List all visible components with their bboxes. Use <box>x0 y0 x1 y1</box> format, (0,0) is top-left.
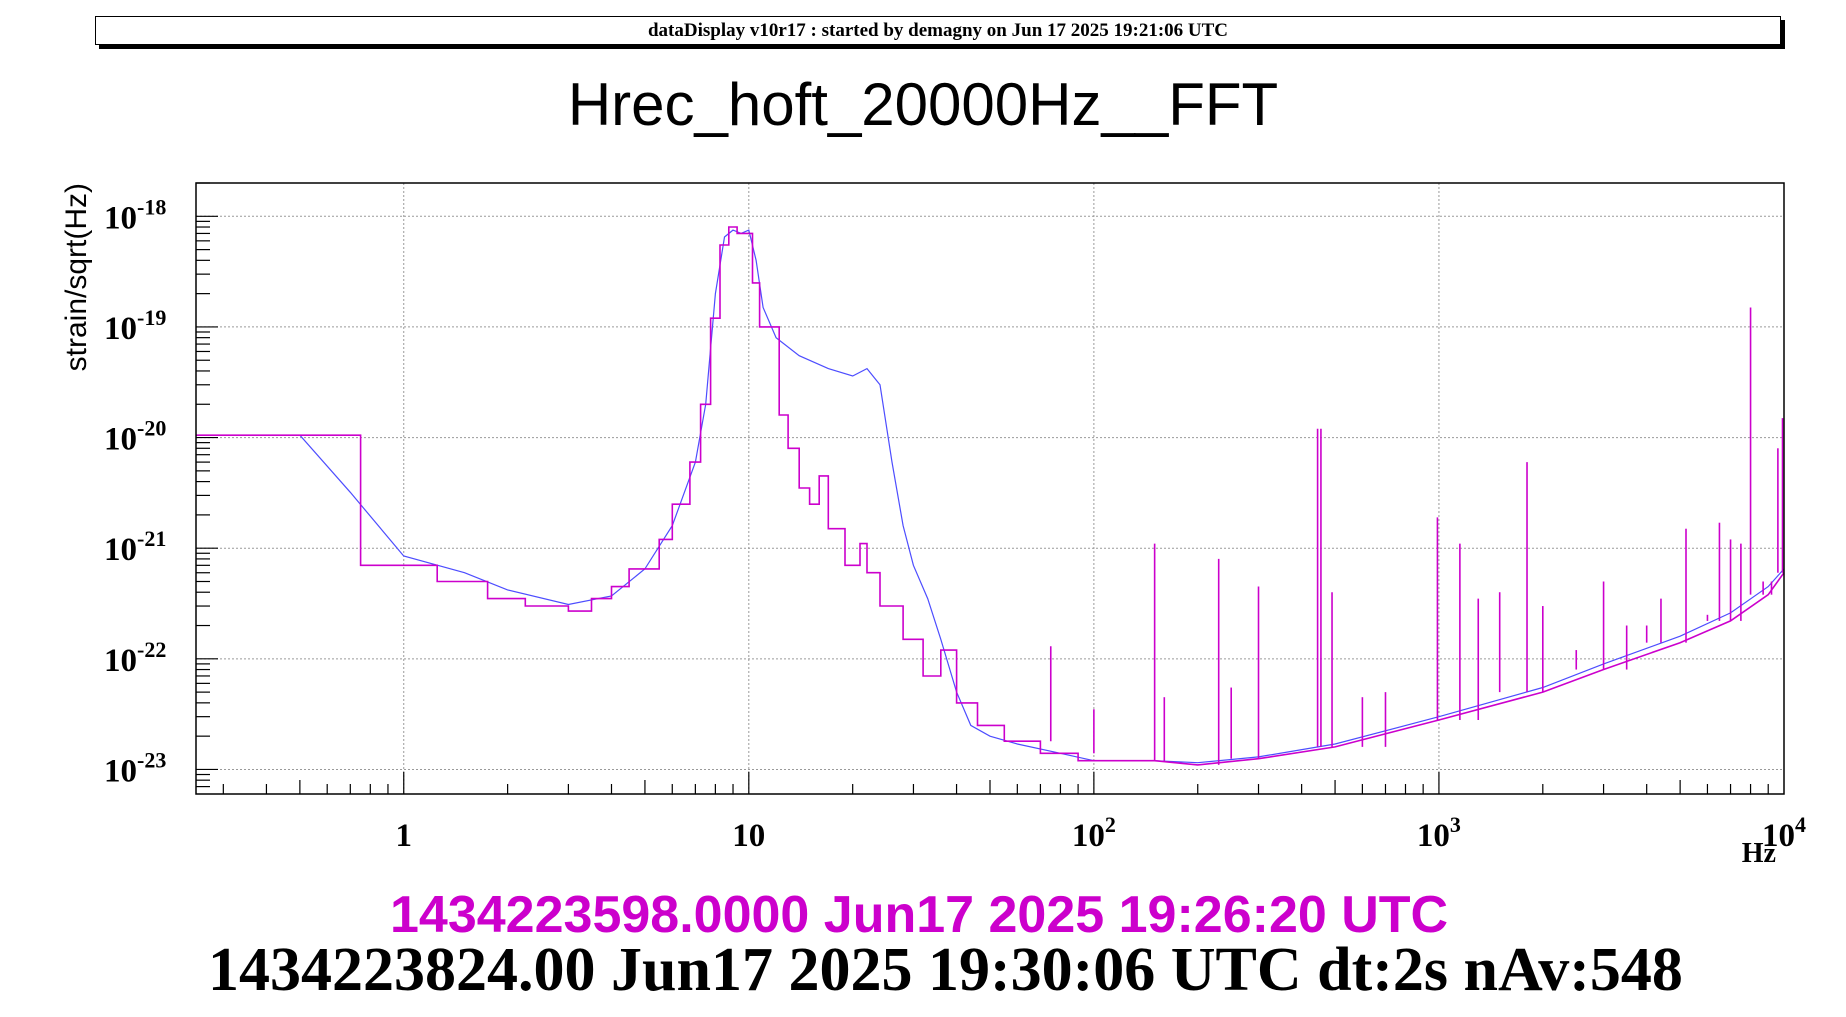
y-tick-label: 10-18 <box>104 194 166 236</box>
chart-plot: 1 10 102 103 104 10-18 10-19 10-20 10-21 10-22 10-… <box>60 182 1806 869</box>
y-tick-label: 10-21 <box>104 526 166 568</box>
series-lines <box>196 226 1785 766</box>
series-line-1 <box>196 226 1785 766</box>
y-tick-label: 10-20 <box>104 416 166 458</box>
timestamp-current: 1434223824.00 Jun17 2025 19:30:06 UTC dt… <box>208 936 1683 1004</box>
y-tick-label: 10-19 <box>104 305 166 347</box>
chart-title: Hrec_hoft_20000Hz__FFT <box>567 71 1279 138</box>
grid-lines <box>196 183 1785 794</box>
y-axis-label: strain/sqrt(Hz) <box>60 183 93 371</box>
timestamp-reference: 1434223598.0000 Jun17 2025 19:26:20 UTC <box>390 886 1449 944</box>
header-text: dataDisplay v10r17 : started by demagny … <box>647 19 1229 41</box>
y-tick-label: 10-23 <box>104 747 166 789</box>
axis-ticks <box>196 182 1769 794</box>
plot-frame <box>195 182 1785 795</box>
y-tick-label: 10-22 <box>104 637 166 679</box>
series-line-0 <box>196 229 1785 764</box>
x-tick-label: 104 <box>1762 812 1806 854</box>
x-tick-label: 10 <box>732 818 765 854</box>
header-banner: dataDisplay v10r17 : started by demagny … <box>95 16 1781 45</box>
axis-labels: 1 10 102 103 104 10-18 10-19 10-20 10-21 10-22 10-… <box>60 183 1806 869</box>
x-axis-label: Hz <box>1742 838 1776 869</box>
x-tick-label: 102 <box>1072 812 1116 854</box>
x-tick-label: 103 <box>1417 812 1461 854</box>
x-tick-label: 1 <box>395 818 412 854</box>
